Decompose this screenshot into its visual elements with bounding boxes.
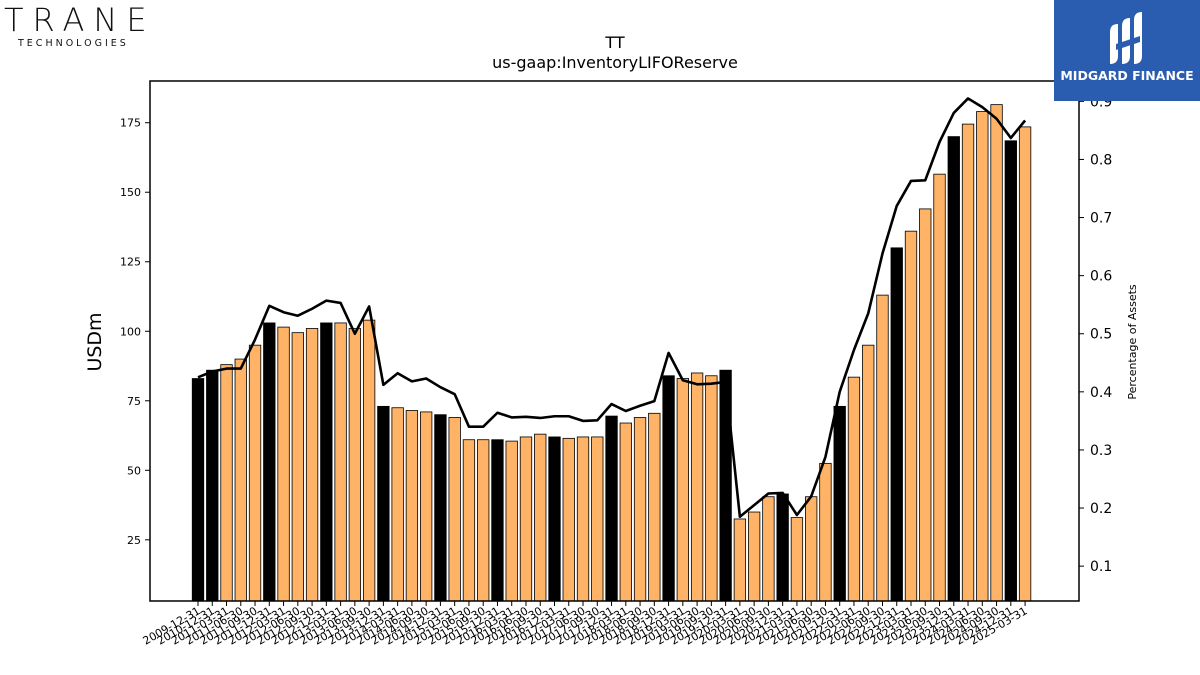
bar [847, 376, 861, 602]
bar [377, 405, 390, 602]
bar [619, 422, 632, 602]
bar [519, 436, 533, 602]
bar [733, 518, 747, 602]
y-axis-left: 25 50 75 100 125 150 175 [120, 117, 150, 547]
bar [477, 439, 490, 602]
y2-tick-label: 0.3 [1090, 443, 1112, 459]
bar [747, 511, 761, 602]
chart-subtitle: us-gaap:InventoryLIFOReserve [492, 53, 738, 72]
trane-logo-subtext: TECHNOLOGIES [18, 38, 129, 49]
y-tick-label: 150 [120, 186, 141, 199]
bar [348, 328, 362, 602]
bar [534, 433, 547, 602]
midgard-finance-logo: MIDGARD FINANCE [1054, 0, 1200, 101]
trane-logo-word: TRANE [4, 1, 156, 39]
bar [434, 414, 447, 602]
bar [1004, 140, 1017, 602]
bar [990, 104, 1003, 602]
bar [291, 332, 304, 602]
bar [305, 328, 319, 602]
bar [248, 344, 262, 602]
bar [405, 410, 419, 602]
y2-tick-label: 0.7 [1090, 211, 1112, 227]
bar [790, 517, 804, 602]
plot-frame [149, 80, 1080, 602]
y-axis-label: USDm [84, 312, 106, 371]
chart-title: TT [604, 33, 624, 52]
percentage-line [197, 97, 1027, 519]
y2-tick-label: 0.1 [1090, 559, 1112, 575]
bar [776, 493, 789, 602]
y-axis-right: 0.10.20.30.40.50.60.70.80.9 [1079, 94, 1112, 575]
bar [548, 436, 561, 602]
bar [890, 247, 903, 602]
trane-technologies-logo: TRANE TECHNOLOGIES [4, 4, 164, 52]
bar [833, 405, 846, 602]
y2-tick-label: 0.6 [1090, 269, 1112, 285]
bar [591, 436, 604, 602]
bar [919, 208, 932, 602]
bar [191, 378, 205, 602]
bar [961, 123, 975, 602]
y2-axis-label: Percentage of Assets [1126, 284, 1139, 400]
midgard-logo-text: MIDGARD FINANCE [1060, 68, 1194, 83]
bar [805, 496, 818, 602]
y-tick-label: 50 [127, 464, 141, 477]
bar [705, 375, 718, 602]
bar [334, 322, 347, 602]
bar [448, 417, 461, 602]
bar [391, 407, 404, 602]
y-tick-label: 100 [120, 325, 141, 338]
bar [576, 436, 590, 602]
bar [206, 369, 219, 602]
y-tick-label: 75 [127, 395, 141, 408]
bar [819, 462, 832, 602]
bar [876, 294, 889, 602]
bar [676, 378, 689, 602]
bar [505, 440, 518, 602]
bar [904, 230, 918, 602]
bar [234, 358, 247, 602]
bar [320, 322, 333, 602]
percentage-line-series [197, 97, 1027, 519]
bar [862, 344, 875, 602]
y2-tick-label: 0.8 [1090, 152, 1112, 168]
y2-tick-label: 0.4 [1090, 385, 1112, 401]
bar [690, 372, 704, 602]
bar [605, 415, 618, 602]
bar [263, 322, 276, 602]
bar [362, 319, 376, 602]
bar [420, 411, 433, 602]
bar [491, 439, 504, 602]
bar [277, 326, 290, 602]
y-tick-label: 125 [120, 256, 141, 269]
bar [562, 437, 575, 602]
bar [648, 412, 661, 602]
bar [662, 375, 675, 602]
bar [1018, 126, 1032, 602]
bar [762, 496, 775, 602]
midgard-mark-icon [1110, 12, 1142, 64]
bar [933, 173, 946, 602]
x-axis: 2009-12-312010-12-312011-03-312011-06-30… [141, 601, 1030, 648]
y-tick-label: 25 [127, 534, 141, 547]
bar [220, 364, 233, 602]
bar [462, 439, 476, 602]
y-tick-label: 175 [120, 117, 141, 130]
bar [633, 417, 647, 602]
bar-series [191, 104, 1032, 602]
bar [719, 369, 732, 602]
bar [947, 136, 960, 602]
y2-tick-label: 0.2 [1090, 501, 1112, 517]
bar [976, 111, 989, 602]
y2-tick-label: 0.5 [1090, 327, 1112, 343]
